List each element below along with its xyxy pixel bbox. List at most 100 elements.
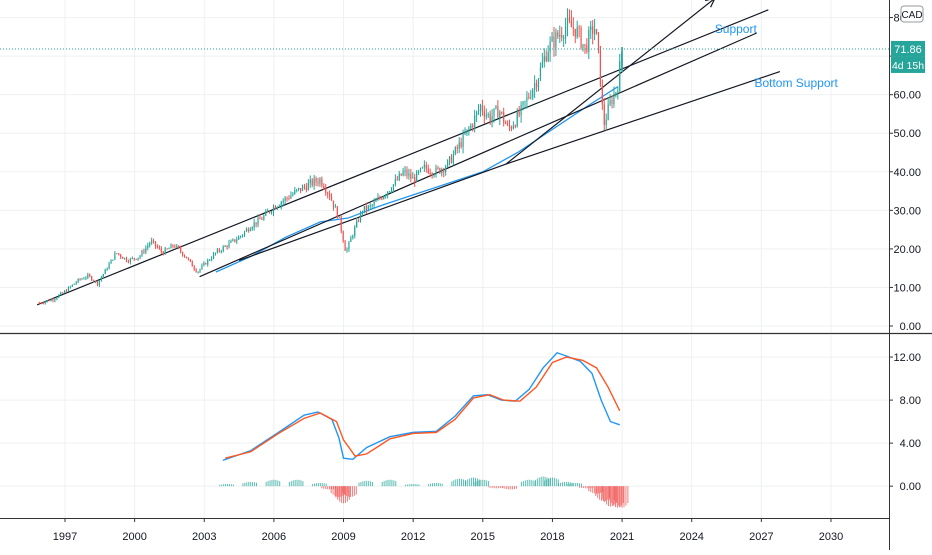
candle-body [373,201,375,206]
candle-body [216,249,219,253]
candle-body [98,280,101,286]
candle-body [299,188,302,191]
candle-body [224,246,226,248]
oscillator-layer [219,351,629,508]
candle-body [491,116,493,122]
candle-body [102,274,104,278]
candle-body [617,91,619,93]
candle-body [441,169,443,174]
candle-body [259,217,261,220]
candle-body [394,179,396,185]
candle-body [218,249,220,252]
candle-body [247,229,249,232]
y-tick-label: 60.00 [893,90,921,102]
candle-body [129,258,131,263]
candle-body [139,255,141,258]
candle-body [162,251,164,255]
candle-body [236,239,238,242]
candle-body [181,251,184,256]
candle-body [476,111,478,116]
candle-body [77,278,79,283]
candle-body [582,44,584,49]
candle-body [503,112,505,123]
candle-body [398,173,400,180]
candle-body [123,257,126,259]
candle-body [578,27,580,29]
candle-body [309,179,311,184]
candle-body [178,245,180,249]
x-tick-label: 2012 [401,531,425,543]
y-tick-label: 30.00 [893,205,921,217]
candle-body [369,205,371,207]
candle-body [127,261,130,263]
candle-body [319,178,321,184]
candle-body [431,173,433,176]
candle-body [149,243,151,246]
candle-body [154,241,157,247]
candle-body [317,182,319,184]
candle-body [619,61,621,92]
candle-body [73,283,75,285]
candle-body [245,229,248,232]
candle-body [520,104,522,116]
candle-body [450,156,453,163]
candle-body [605,119,607,125]
candle-body [541,61,543,68]
candle-body [205,263,207,265]
candle-body [44,301,46,304]
candle-body [89,274,91,277]
candle-body [332,200,335,208]
candle-body [609,100,611,105]
candle-body [290,195,292,199]
candle-body [359,212,362,222]
label-layer: CAD 71.86 4d 15h Support Bottom Support [0,5,925,90]
candle-body [315,178,317,183]
annotation-label: Bottom Support [754,76,838,90]
candle-body [535,83,538,88]
candle-body [62,292,64,294]
candle-body [100,277,102,281]
candle-body [429,173,431,175]
candle-body [439,168,441,174]
candle-body [303,186,306,188]
x-tick-label: 2030 [819,531,843,543]
candle-body [272,206,275,213]
candle-body [152,240,155,242]
candle-body [547,52,549,62]
candle-body [433,174,435,176]
candle-body [94,281,97,283]
candle-body [91,276,93,281]
candle-body [172,244,174,247]
candle-body [495,106,497,109]
candle-body [462,133,464,147]
candle-body [392,184,395,190]
y-tick-label: 40.00 [893,167,921,179]
countdown-badge [891,56,925,73]
trend-line [199,32,757,278]
trend-line [36,9,769,306]
candle-body [344,241,346,251]
annotation-label: Support [715,22,758,36]
candle-body [230,240,232,243]
candle-body [416,171,418,182]
candle-body [493,108,495,117]
candle-body [71,284,73,287]
last-price-badge [891,40,925,57]
candle-body [489,114,491,122]
candle-body [594,29,596,34]
candle-body [613,93,615,105]
y-tick-label: 10.00 [893,282,921,294]
candle-body [534,83,536,90]
candle-body [116,253,118,255]
candle-body [421,167,424,169]
candle-body [305,187,307,191]
candle-body [241,234,244,236]
x-tick-label: 2018 [540,531,564,543]
last-price-label: 71.86 [894,44,922,56]
candle-body [400,173,402,176]
candle-body [199,269,201,272]
candle-body [472,125,474,127]
candle-body [60,292,62,295]
candle-body [286,197,288,199]
candle-body [120,254,122,258]
